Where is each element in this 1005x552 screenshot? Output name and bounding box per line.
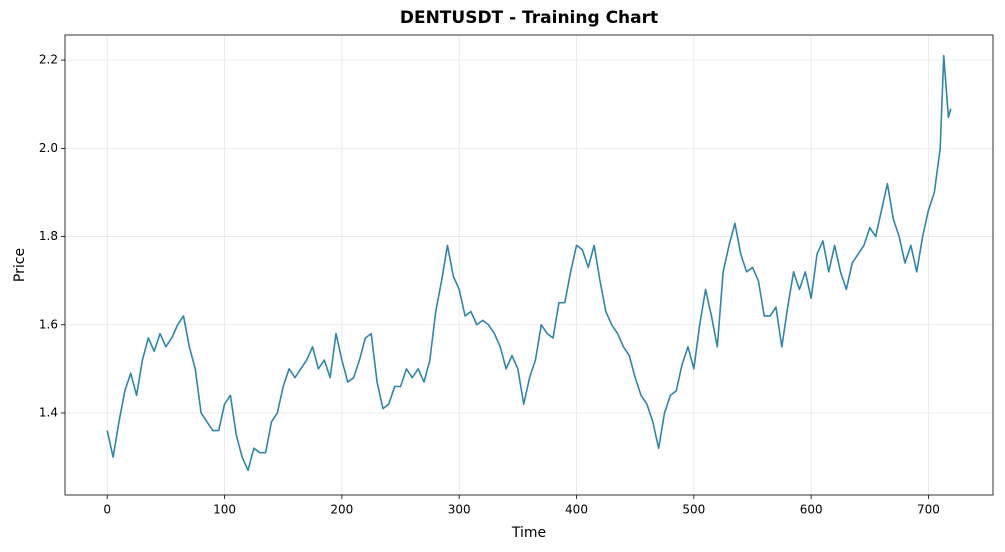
y-axis-label: Price bbox=[12, 248, 28, 282]
chart-title: DENTUSDT - Training Chart bbox=[400, 8, 658, 28]
x-tick-label: 600 bbox=[800, 503, 823, 517]
price-line bbox=[106, 54, 952, 472]
y-tick-label: 2.0 bbox=[39, 141, 58, 155]
x-tick-label: 400 bbox=[565, 503, 588, 517]
x-axis-label: Time bbox=[511, 525, 546, 541]
x-tick-label: 100 bbox=[213, 503, 236, 517]
x-tick-label: 0 bbox=[103, 503, 111, 517]
y-tick-label: 1.6 bbox=[39, 317, 58, 331]
y-tick-label: 1.4 bbox=[39, 405, 58, 419]
x-tick-label: 500 bbox=[682, 503, 705, 517]
x-tick-label: 200 bbox=[330, 503, 353, 517]
y-tick-label: 1.8 bbox=[39, 229, 58, 243]
plot-frame bbox=[64, 34, 994, 496]
x-tick-label: 300 bbox=[448, 503, 471, 517]
y-tick-label: 2.2 bbox=[39, 53, 58, 67]
x-tick-label: 700 bbox=[917, 503, 940, 517]
